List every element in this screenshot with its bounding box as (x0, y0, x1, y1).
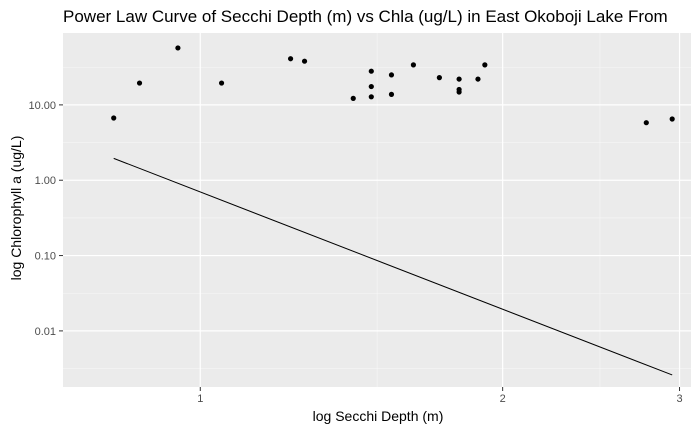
y-tick-label: 0.01 (35, 326, 56, 338)
data-point (410, 62, 417, 68)
data-point (368, 94, 374, 100)
points-layer (111, 45, 675, 126)
data-point (287, 56, 294, 62)
x-axis-ticks: 1 2 3 (197, 387, 683, 405)
data-point (301, 58, 308, 64)
power-law-fit-line (113, 157, 673, 376)
x-tick-label: 3 (676, 393, 682, 405)
data-point (368, 68, 374, 74)
data-point (482, 62, 488, 68)
data-point (388, 72, 395, 78)
major-gridlines (63, 33, 691, 387)
data-point (388, 91, 395, 97)
x-axis-title: log Secchi Depth (m) (313, 408, 444, 424)
data-point (218, 80, 225, 86)
x-tick-label: 1 (197, 393, 203, 405)
y-tick-label: 1.00 (35, 175, 56, 187)
data-point (436, 75, 442, 81)
data-point (368, 83, 374, 90)
y-tick-label: 10.00 (28, 100, 56, 112)
data-point (456, 89, 462, 95)
data-point (175, 45, 181, 51)
data-point (111, 115, 117, 121)
y-axis-ticks: 0.01 0.10 1.00 10.00 (28, 100, 63, 338)
x-tick-label: 2 (500, 393, 506, 405)
data-point (475, 76, 481, 82)
chart-title: Power Law Curve of Secchi Depth (m) vs C… (63, 7, 668, 26)
fit-line-layer (113, 157, 673, 376)
data-point (350, 95, 356, 101)
data-point (669, 116, 675, 122)
data-point (456, 76, 462, 82)
y-tick-label: 0.10 (35, 251, 56, 263)
y-axis-title: log Chlorophyll a (ug/L) (8, 136, 24, 281)
data-point (136, 80, 143, 86)
minor-gridlines (63, 33, 691, 387)
data-point (643, 120, 649, 126)
